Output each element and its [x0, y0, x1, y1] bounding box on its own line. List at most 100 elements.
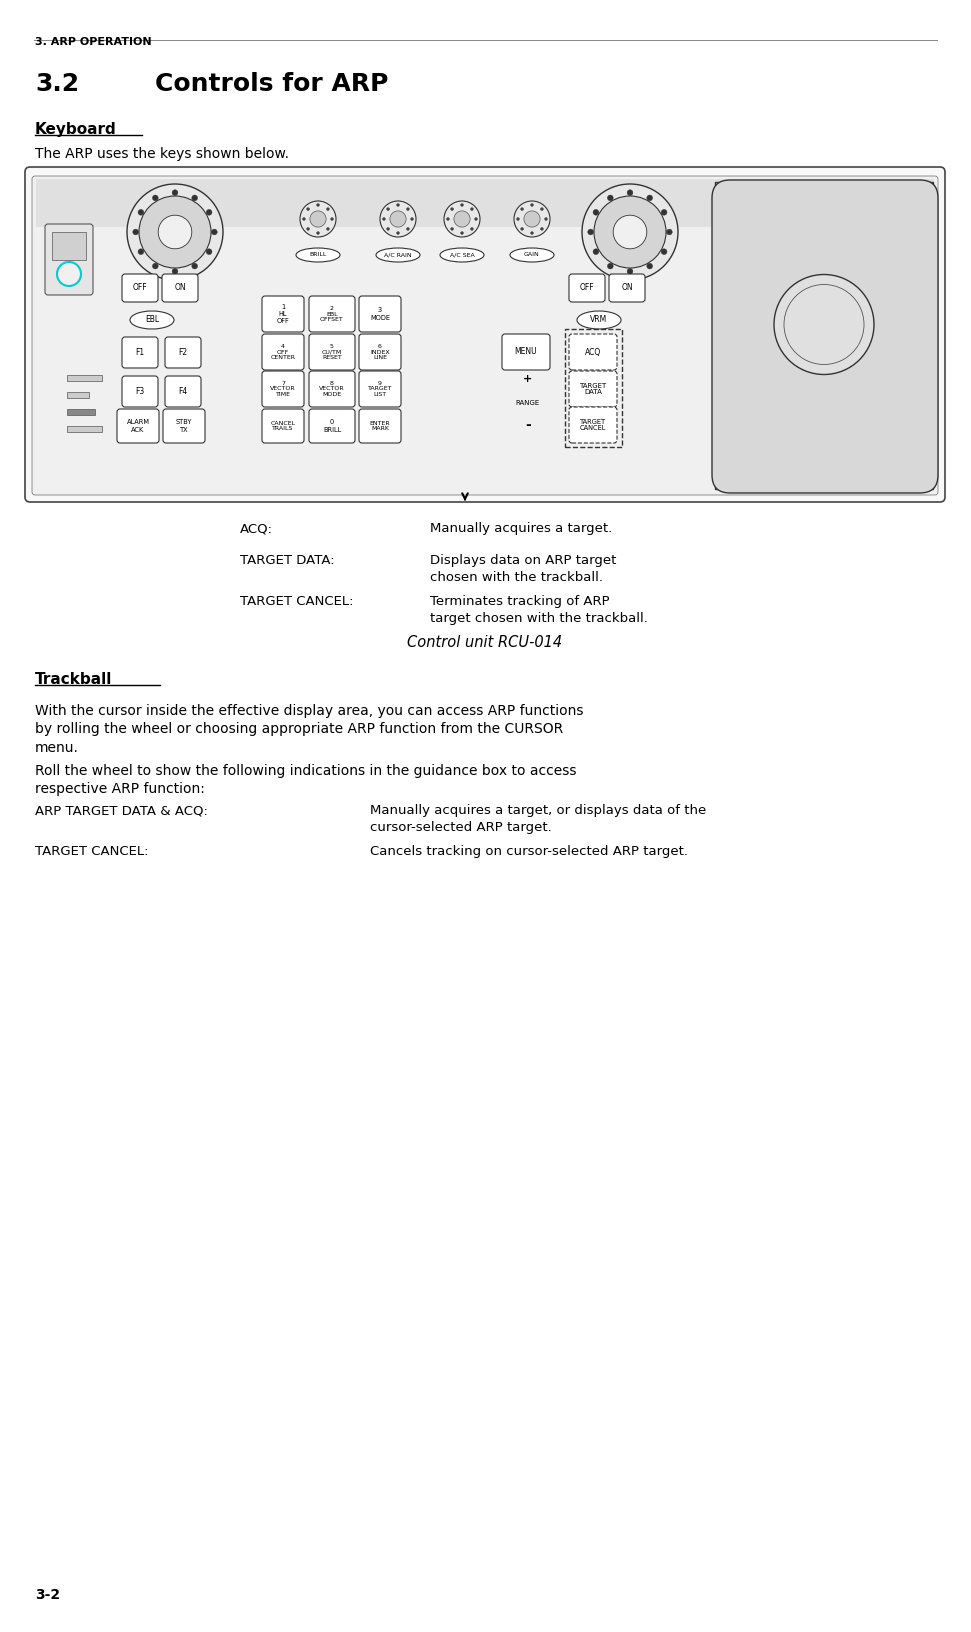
Circle shape — [307, 207, 310, 211]
Text: STBY
TX: STBY TX — [176, 419, 192, 432]
Text: TARGET
DATA: TARGET DATA — [580, 382, 607, 395]
Circle shape — [307, 227, 310, 230]
Circle shape — [139, 196, 211, 268]
Text: With the cursor inside the effective display area, you can access ARP functions
: With the cursor inside the effective dis… — [35, 703, 584, 754]
Text: F1: F1 — [135, 348, 145, 357]
Circle shape — [407, 227, 410, 230]
Circle shape — [460, 204, 463, 206]
FancyBboxPatch shape — [309, 410, 355, 442]
Circle shape — [396, 232, 399, 235]
Text: ACQ: ACQ — [585, 348, 601, 356]
FancyBboxPatch shape — [712, 180, 938, 493]
Circle shape — [192, 263, 197, 269]
Circle shape — [330, 217, 333, 220]
Text: A/C RAIN: A/C RAIN — [385, 253, 412, 258]
Text: TARGET
CANCEL: TARGET CANCEL — [580, 418, 606, 431]
Circle shape — [471, 207, 474, 211]
Text: +: + — [523, 374, 533, 384]
Text: F2: F2 — [179, 348, 187, 357]
Ellipse shape — [510, 248, 554, 263]
Text: Keyboard: Keyboard — [35, 122, 117, 137]
Bar — [36, 180, 934, 227]
Ellipse shape — [296, 248, 340, 263]
Circle shape — [520, 227, 523, 230]
Circle shape — [666, 228, 672, 235]
Circle shape — [627, 189, 633, 196]
Text: A/C SEA: A/C SEA — [450, 253, 475, 258]
Text: Cancels tracking on cursor-selected ARP target.: Cancels tracking on cursor-selected ARP … — [370, 845, 688, 858]
Text: Roll the wheel to show the following indications in the guidance box to access
r: Roll the wheel to show the following ind… — [35, 764, 577, 796]
Circle shape — [608, 196, 614, 201]
Circle shape — [317, 232, 319, 235]
Circle shape — [530, 204, 533, 206]
FancyBboxPatch shape — [262, 370, 304, 406]
Circle shape — [212, 228, 218, 235]
Text: Terminates tracking of ARP
target chosen with the trackball.: Terminates tracking of ARP target chosen… — [430, 596, 648, 625]
Circle shape — [172, 269, 178, 274]
Circle shape — [386, 207, 389, 211]
FancyBboxPatch shape — [609, 274, 645, 302]
Circle shape — [582, 184, 678, 281]
Text: EBL: EBL — [145, 315, 159, 325]
Text: The ARP uses the keys shown below.: The ARP uses the keys shown below. — [35, 147, 289, 162]
FancyBboxPatch shape — [162, 274, 198, 302]
Bar — [67, 410, 95, 415]
Bar — [52, 232, 86, 259]
Circle shape — [380, 201, 416, 237]
Circle shape — [133, 228, 139, 235]
Text: 7
VECTOR
TIME: 7 VECTOR TIME — [270, 380, 296, 397]
Bar — [67, 426, 102, 432]
FancyBboxPatch shape — [359, 295, 401, 331]
Circle shape — [661, 209, 667, 215]
Text: Trackball: Trackball — [35, 672, 113, 687]
Circle shape — [514, 201, 550, 237]
FancyBboxPatch shape — [359, 335, 401, 370]
Circle shape — [545, 217, 548, 220]
FancyBboxPatch shape — [163, 410, 205, 442]
Circle shape — [390, 211, 406, 227]
Text: 1
HL
OFF: 1 HL OFF — [277, 304, 289, 325]
Circle shape — [593, 209, 599, 215]
Text: Controls for ARP: Controls for ARP — [155, 72, 388, 96]
Text: 9
TARGET
LIST: 9 TARGET LIST — [368, 380, 392, 397]
Circle shape — [520, 207, 523, 211]
Circle shape — [206, 248, 212, 255]
Text: OFF: OFF — [133, 284, 148, 292]
Circle shape — [152, 263, 158, 269]
Text: 3
MODE: 3 MODE — [370, 307, 390, 320]
Text: VRM: VRM — [590, 315, 608, 325]
Circle shape — [303, 217, 306, 220]
Circle shape — [172, 189, 178, 196]
Text: MENU: MENU — [515, 348, 537, 356]
Circle shape — [396, 204, 399, 206]
FancyBboxPatch shape — [309, 335, 355, 370]
Circle shape — [444, 201, 480, 237]
FancyBboxPatch shape — [262, 295, 304, 331]
Text: ON: ON — [621, 284, 633, 292]
Text: 2
EBL
OFFSET: 2 EBL OFFSET — [320, 305, 344, 322]
FancyBboxPatch shape — [117, 410, 159, 442]
FancyBboxPatch shape — [359, 370, 401, 406]
Text: 3-2: 3-2 — [35, 1588, 60, 1603]
Text: CANCEL
TRAILS: CANCEL TRAILS — [271, 421, 295, 431]
FancyBboxPatch shape — [32, 176, 938, 494]
Text: 4
OFF
CENTER: 4 OFF CENTER — [271, 344, 295, 361]
FancyBboxPatch shape — [165, 336, 201, 367]
Circle shape — [517, 217, 519, 220]
FancyBboxPatch shape — [122, 375, 158, 406]
Circle shape — [57, 263, 81, 286]
Text: 3. ARP OPERATION: 3. ARP OPERATION — [35, 38, 151, 47]
Circle shape — [774, 274, 874, 374]
Circle shape — [460, 232, 463, 235]
Circle shape — [206, 209, 212, 215]
Circle shape — [530, 232, 533, 235]
Circle shape — [152, 196, 158, 201]
Circle shape — [300, 201, 336, 237]
Circle shape — [614, 215, 647, 248]
Circle shape — [326, 207, 329, 211]
Text: -: - — [525, 418, 531, 432]
Circle shape — [407, 207, 410, 211]
Circle shape — [386, 227, 389, 230]
Text: ACQ:: ACQ: — [240, 522, 273, 535]
FancyBboxPatch shape — [25, 166, 945, 503]
